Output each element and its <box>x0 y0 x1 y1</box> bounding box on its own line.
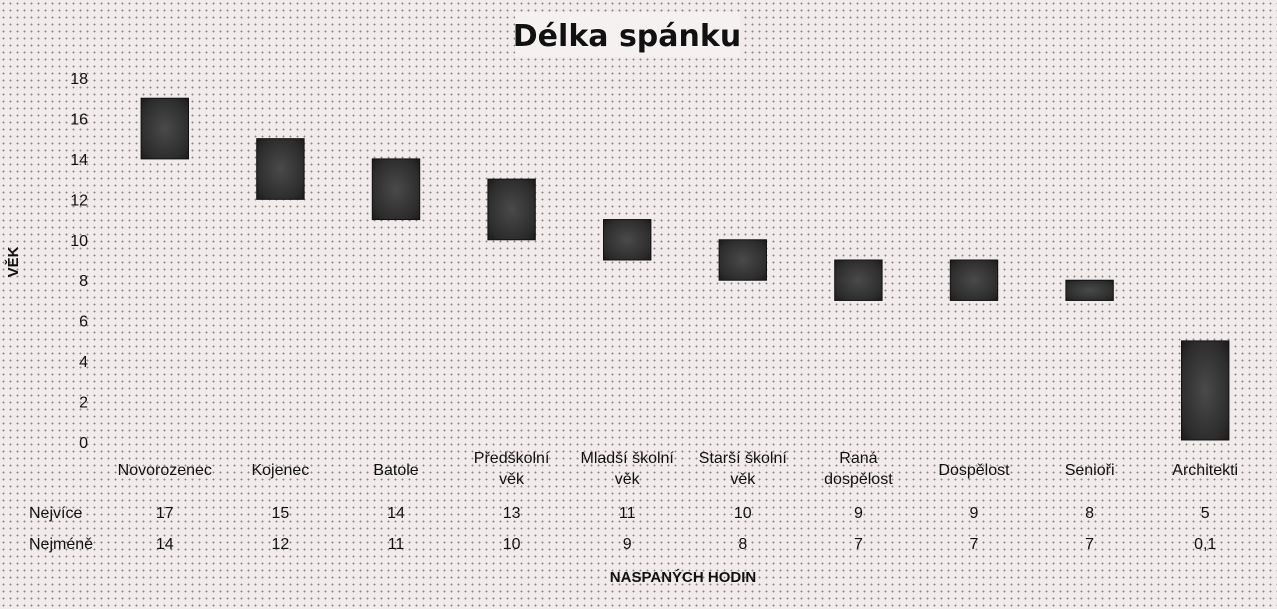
category-label-line: věk <box>730 471 756 488</box>
table-cell-value: 12 <box>272 536 290 553</box>
table-cell-value: 11 <box>619 505 636 522</box>
table-cell-value: 10 <box>503 536 521 553</box>
range-bar <box>1181 340 1230 441</box>
table-cell-value: 9 <box>854 505 863 522</box>
category-label: Starší školní věk <box>699 450 788 488</box>
range-bar <box>718 239 767 281</box>
range-bar <box>1065 279 1114 301</box>
category-label-line: Starší školní <box>699 450 788 467</box>
table-row-header: Nejméně <box>29 536 93 553</box>
y-tick-label: 16 <box>70 111 88 128</box>
category-label: Novorozenec <box>118 462 212 479</box>
category-label-line: Kojenec <box>251 462 309 479</box>
y-axis-ticks: 0 2 4 6 8 10 12 14 16 18 <box>70 71 88 452</box>
range-bar <box>371 158 421 221</box>
range-bar <box>603 219 652 261</box>
table-cell-value: 14 <box>156 536 174 553</box>
range-bar <box>487 178 536 241</box>
category-label: Senioři <box>1065 462 1115 479</box>
table-cell-value: 9 <box>970 505 979 522</box>
category-label-line: Novorozenec <box>118 462 212 479</box>
category-label-line: Mladší školní <box>581 450 675 467</box>
y-tick-label: 8 <box>79 273 88 290</box>
table-cell-value: 10 <box>734 505 752 522</box>
table-cell-value: 15 <box>272 505 290 522</box>
range-bar <box>256 138 305 200</box>
range-bar <box>140 97 189 160</box>
data-table: Nejvíce 17 15 14 13 11 10 9 9 8 5 Nejméně 14 12 11 10 9 8… <box>29 505 1216 553</box>
table-cell-value: 7 <box>854 536 863 553</box>
chart-title: Délka spánku <box>513 19 741 54</box>
y-tick-label: 12 <box>70 192 88 209</box>
category-label-line: Architekti <box>1172 462 1238 479</box>
category-label: Mladší školní věk <box>581 450 675 488</box>
table-cell-value: 17 <box>156 505 174 522</box>
category-label-line: Batole <box>373 462 418 479</box>
table-cell-value: 11 <box>388 536 405 553</box>
y-axis-title: VĚK <box>4 246 22 277</box>
category-label-line: Předškolní <box>474 450 550 467</box>
y-tick-label: 18 <box>70 71 88 88</box>
table-cell-value: 7 <box>1085 536 1094 553</box>
x-axis-title: NASPANÝCH HODIN <box>610 568 756 586</box>
category-label: Architekti <box>1172 462 1238 479</box>
y-tick-label: 2 <box>79 395 88 412</box>
table-cell-value: 8 <box>1085 505 1094 522</box>
category-label-line: Senioři <box>1065 462 1115 479</box>
category-label: Kojenec <box>251 462 309 479</box>
category-label-line: Raná <box>839 450 877 467</box>
y-tick-label: 6 <box>79 314 88 331</box>
category-label: Předškolní věk <box>474 450 550 488</box>
bars-group <box>140 97 1230 441</box>
range-bar <box>834 259 883 301</box>
range-bar <box>949 259 999 301</box>
table-cell-value: 7 <box>970 536 979 553</box>
y-tick-label: 10 <box>70 233 88 250</box>
table-cell-value: 13 <box>503 505 521 522</box>
category-label: Dospělost <box>938 462 1010 479</box>
category-label: Batole <box>373 462 418 479</box>
category-label-line: Dospělost <box>938 462 1010 479</box>
table-cell-value: 5 <box>1201 505 1210 522</box>
table-cell-value: 8 <box>738 536 747 553</box>
category-label-line: dospělost <box>824 471 893 488</box>
table-cell-value: 0,1 <box>1194 536 1216 553</box>
table-cell-value: 9 <box>623 536 632 553</box>
table-row-header: Nejvíce <box>29 505 82 522</box>
category-label-line: věk <box>615 471 641 488</box>
title-background <box>515 12 740 57</box>
y-tick-label: 14 <box>70 152 88 169</box>
category-label-line: věk <box>499 471 525 488</box>
category-label: Raná dospělost <box>824 450 893 488</box>
y-tick-label: 0 <box>79 435 88 452</box>
y-tick-label: 4 <box>79 354 88 371</box>
table-cell-value: 14 <box>387 505 405 522</box>
